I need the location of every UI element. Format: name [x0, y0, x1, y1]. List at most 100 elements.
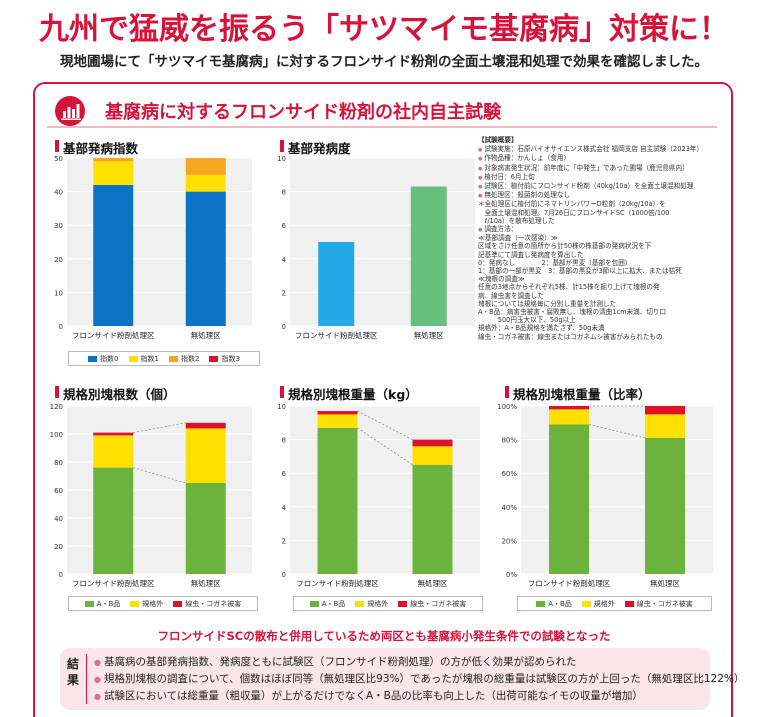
panel-title: 基腐病に対するフロンサイド粉剤の社内自主試験	[105, 102, 501, 123]
legend-item: 規格外	[130, 599, 163, 609]
legend-item: 線虫・コガネ被害	[398, 599, 466, 609]
legend-item: A・B品	[536, 599, 572, 609]
y-tick-label: 20%	[501, 537, 517, 545]
y-tick-label: 2	[282, 289, 286, 297]
page-headline: 九州で猛威を振るう「サツマイモ基腐病」対策に！	[39, 12, 729, 47]
bar-0-1	[410, 186, 447, 326]
notes-title: 【試験概要】	[478, 136, 518, 144]
chart-root-weight: 0 2 4 6 8 10 フロンサイド粉剤処理区 無処理区	[277, 403, 480, 588]
bar-0-0	[318, 242, 355, 326]
notes-line: 無処理区：殺菌剤の処理なし	[478, 191, 728, 200]
bar-0-1	[185, 483, 226, 574]
chart-title-c4: 規格別塊根重量（kg）	[280, 384, 418, 403]
bar-0-0	[549, 424, 589, 574]
connector-line	[357, 427, 413, 466]
result-label: 結果	[66, 657, 79, 687]
legend-c4: A・B品 規格外 線虫・コガネ被害	[293, 596, 483, 611]
y-tick-label: 0	[59, 571, 63, 579]
chart-base-disease-index: 0 10 20 30 40 50 フロンサイド粉剤処理区 無処理区	[54, 155, 252, 340]
x-tick-label: 無処理区	[191, 330, 221, 340]
legend-c1: 指数0 指数1 指数2 指数3	[68, 351, 260, 366]
chart-title-c5: 規格別塊根重量（比率）	[505, 384, 651, 403]
notes-line: 0：発病なし 2：基部が黒変（基部を包囲）	[478, 258, 632, 267]
x-tick-label: フロンサイド粉剤処理区	[296, 578, 379, 588]
y-tick-label: 60	[54, 487, 63, 495]
y-tick-label: 50	[54, 155, 63, 163]
notes-line: 調査方法：	[478, 225, 728, 234]
y-tick-label: 100	[50, 431, 63, 439]
bar-2-1	[185, 158, 226, 175]
y-tick-label: 80%	[501, 437, 517, 445]
y-tick-label: 40	[54, 189, 63, 197]
bar-1-0	[93, 161, 134, 185]
result-divider	[86, 654, 87, 704]
legend-c5: A・B品 規格外 線虫・コガネ被害	[517, 596, 712, 611]
notes-line: 区域をさけ任意の箇所から計50株の株基部の発病状況を下	[478, 242, 652, 251]
bar-1-1	[185, 174, 226, 192]
notes-line: 試験区：植付前にフロンサイド粉剤（40kg/10a）を全面土壌混和処理	[478, 182, 728, 191]
y-tick-label: 0	[282, 323, 286, 331]
notes-line: 作物品種：かんしょ（食用）	[478, 154, 728, 163]
x-tick-label: 無処理区	[414, 330, 444, 340]
bar-0-0	[93, 184, 134, 326]
y-tick-label: 8	[282, 437, 286, 445]
bar-0-1	[645, 437, 685, 574]
bar-2-0	[549, 406, 589, 410]
notes-line: 試験実施：石原バイオサイエンス株式会社 福岡支店 自主試験（2023年）	[478, 145, 728, 154]
notes-line: A・B品：病害虫被害・腐敗無し、塊根の清曲1cm未満、切り口	[478, 308, 667, 317]
condition-caption: フロンサイドSCの散布と併用しているため両区とも基腐病小発生条件での試験となった	[157, 629, 611, 643]
bar-0-0	[317, 427, 358, 574]
y-tick-label: 30	[54, 222, 63, 230]
notes-line: 塊根については規格毎に分別し重量を計測した	[478, 299, 617, 308]
y-tick-label: 40	[54, 515, 63, 523]
bar-0-1	[412, 464, 453, 574]
connector-line	[133, 467, 186, 484]
legend-item: 指数1	[128, 354, 159, 364]
y-tick-label: 60%	[501, 470, 517, 478]
notes-line: 植付日：6月上旬	[478, 173, 728, 182]
y-tick-label: 4	[282, 256, 287, 264]
chart-title-c2: 基部発病度	[280, 138, 351, 157]
notes-line: 病、線虫害を調査した	[478, 291, 544, 300]
bar-1-1	[185, 428, 226, 483]
chart-title-c1: 基部発病指数	[55, 138, 138, 157]
legend-item: 規格外	[355, 599, 388, 609]
bar-1-1	[645, 414, 685, 438]
notes-line: ＊全処理区に植付前にネマトリンパワーD粒剤（20kg/10a）を	[478, 200, 666, 209]
legend-item: 線虫・コガネ被害	[173, 599, 241, 609]
page-subline: 現地圃場にて「サツマイモ基腐病」に対するフロンサイド粉剤の全面土壌混和処理で効果…	[60, 54, 708, 70]
y-tick-label: 10	[277, 403, 286, 411]
bar-1-0	[317, 414, 358, 428]
connector-line	[588, 424, 646, 439]
notes-line: 規格外：A・B品規格を満たさず、50g未満	[478, 324, 605, 333]
legend-item: A・B品	[84, 599, 120, 609]
y-tick-label: 40%	[501, 504, 517, 512]
y-tick-label: 6	[282, 470, 287, 478]
legend-c3: A・B品 規格外 線虫・コガネ被害	[68, 596, 258, 611]
y-tick-label: 20	[54, 543, 63, 551]
notes-line: 500円玉大以下、50g以上	[478, 316, 576, 325]
plot-area	[290, 158, 475, 326]
legend-item: 線虫・コガネ被害	[624, 599, 693, 609]
x-tick-label: 無処理区	[418, 578, 448, 588]
notes-line: 対象病害発生状況：前年度に「中発生」であった圃場（鹿児島県内）	[478, 164, 728, 173]
panel-header: 基腐病に対するフロンサイド粉剤の社内自主試験	[47, 94, 717, 128]
bar-0-1	[185, 191, 226, 326]
notes-line: 線虫・コガネ被害：線虫またはコガネムシ被害がみられたもの	[478, 332, 663, 341]
legend-item: 指数0	[88, 354, 119, 364]
y-tick-label: 120	[50, 403, 63, 411]
notes-line: 全面土壌混和処理。7月26日にフロンサイドSC（1000倍/100	[478, 208, 670, 217]
y-tick-label: 10	[54, 289, 63, 297]
bar-2-1	[185, 422, 226, 429]
connector-line	[133, 422, 186, 433]
y-tick-label: 4	[282, 504, 287, 512]
chart-base-disease-severity: 0 2 4 6 8 10 フロンサイド粉剤処理区 無処理区	[277, 155, 475, 340]
chart-title-c3: 規格別塊根数（個）	[55, 384, 176, 403]
result-list: 基腐病の基部発病指数、発病度ともに試験区（フロンサイド粉剤処理）の方が低く効果が…	[94, 654, 744, 705]
bar-0-0	[93, 467, 134, 574]
y-tick-label: 8	[282, 189, 286, 197]
x-tick-label: フロンサイド粉剤処理区	[528, 578, 611, 588]
y-tick-label: 6	[282, 222, 287, 230]
bar-2-0	[93, 432, 134, 436]
bar-1-1	[412, 446, 453, 465]
